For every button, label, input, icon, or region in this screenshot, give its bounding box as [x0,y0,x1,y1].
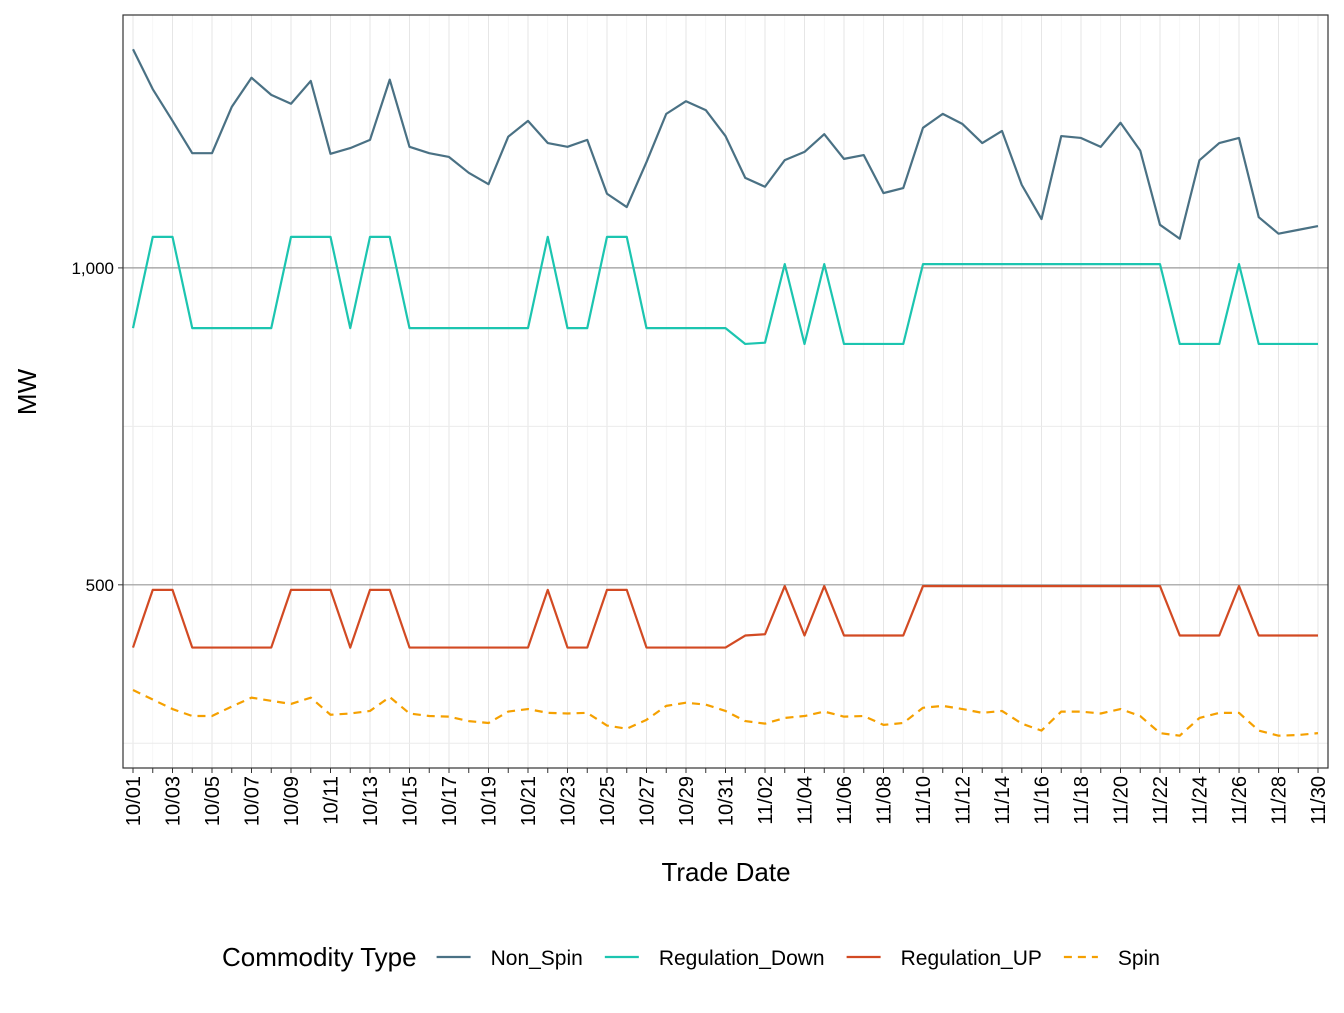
x-tick-label: 10/31 [716,776,738,826]
x-tick-label: 11/28 [1269,776,1291,825]
legend-label: Non_Spin [491,947,583,970]
x-tick-label: 11/12 [953,776,975,825]
x-tick-label: 11/22 [1150,776,1172,825]
x-tick-label: 11/24 [1190,776,1212,825]
legend-label: Regulation_Down [659,947,825,970]
x-tick-label: 11/14 [992,776,1014,825]
x-tick-label: 10/07 [242,776,264,826]
x-tick-label: 10/15 [400,776,422,826]
x-tick-label: 10/05 [202,776,224,826]
x-tick-label: 10/17 [439,776,461,826]
x-tick-label: 11/02 [755,776,777,825]
x-tick-label: 10/09 [281,776,303,826]
series-line [132,689,1319,737]
y-tick-label: 500 [86,576,114,595]
legend-label: Regulation_UP [901,947,1042,970]
x-tick-label: 10/13 [360,776,382,826]
series-line [132,48,1319,240]
x-tick-label: 10/19 [479,776,501,826]
x-tick-label: 11/20 [1111,776,1133,825]
x-tick-label: 10/25 [597,776,619,826]
y-tick-label: 1,000 [71,259,114,278]
x-tick-label: 11/30 [1308,776,1330,825]
x-axis-label: Trade Date [661,857,790,887]
y-axis-label: MW [12,368,42,415]
series-line [131,584,1318,649]
legend-label: Spin [1118,947,1160,970]
x-tick-label: 10/29 [676,776,698,826]
x-tick-label: 11/08 [874,776,896,825]
x-tick-label: 11/10 [913,776,935,825]
x-tick-label: 10/23 [558,776,580,826]
x-tick-label: 10/11 [321,776,343,825]
x-tick-label: 11/26 [1229,776,1251,825]
x-tick-label: 11/04 [795,776,817,825]
x-tick-label: 10/01 [123,776,145,826]
x-tick-label: 11/06 [834,776,856,825]
x-tick-label: 11/16 [1032,776,1054,825]
x-tick-label: 11/18 [1071,776,1093,825]
plot-border [122,14,1329,769]
x-tick-label: 10/27 [637,776,659,826]
legend-title: Commodity Type [222,942,417,972]
x-tick-label: 10/03 [163,776,185,826]
series-line [131,235,1318,346]
x-tick-label: 10/21 [518,776,540,826]
